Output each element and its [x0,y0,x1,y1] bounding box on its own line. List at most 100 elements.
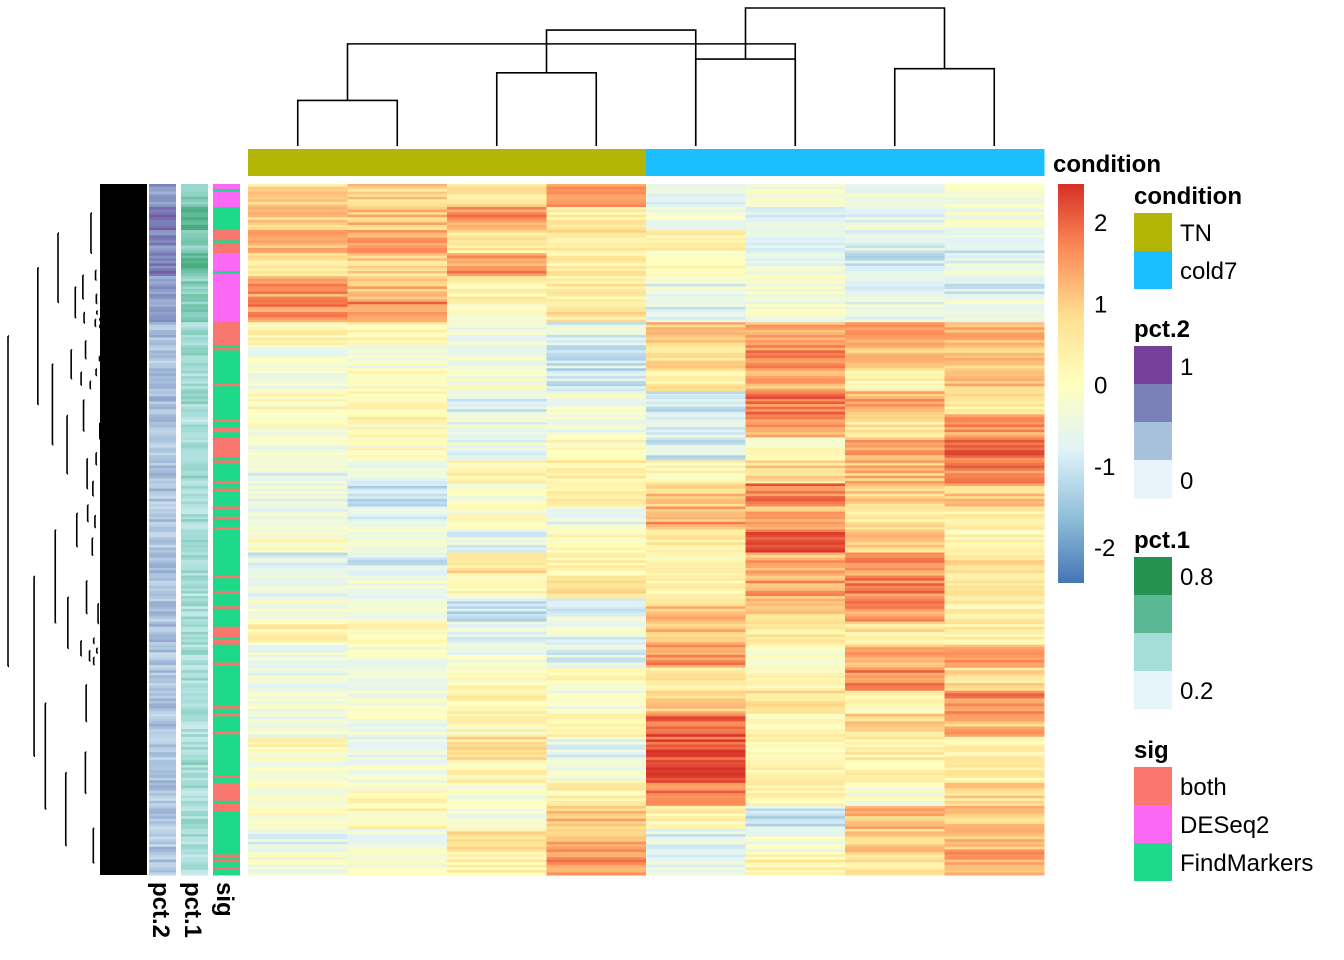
heatmap-cell [447,406,547,410]
heatmap-cell [745,793,846,797]
pct2-cell [149,253,176,257]
pct1-cell [181,836,208,840]
heatmap-cell [447,273,547,277]
heatmap-cell [646,452,746,456]
heatmap-cell [546,483,647,487]
pct1-cell [181,560,208,564]
heatmap-cell [248,491,348,495]
heatmap-cell [347,816,448,820]
heatmap-cell [347,227,448,231]
heatmap-cell [745,736,846,740]
heatmap-cell [546,250,647,254]
sig-cell [213,496,240,500]
sig-cell [213,724,240,728]
heatmap-cell [745,416,846,420]
heatmap-cell [646,475,746,479]
heatmap-cell [944,324,1045,328]
heatmap-cell [646,263,746,267]
pct2-cell [149,334,176,339]
sig-cell [213,258,240,262]
heatmap-cell [546,258,647,262]
heatmap-cell [248,260,348,264]
heatmap-cell [248,744,348,748]
heatmap-cell [745,350,846,354]
sig-cell [213,186,240,190]
heatmap-cell [845,196,945,200]
heatmap-cell [646,813,746,817]
heatmap-cell [745,711,846,715]
heatmap-cell [447,583,547,587]
pct2-cell [149,232,176,236]
heatmap-cell [646,613,746,618]
heatmap-cell [546,529,647,533]
heatmap-cell [646,237,746,241]
heatmap-cell [546,862,647,866]
heatmap-cell [646,703,746,707]
heatmap-cell [447,821,547,825]
heatmap-cell [248,365,348,369]
sig-cell [213,864,240,868]
heatmap-cell [745,360,846,364]
heatmap-cell [745,409,846,413]
heatmap-cell [944,427,1045,431]
heatmap-cell [944,872,1045,876]
heatmap-cell [646,642,746,646]
heatmap-cell [845,204,945,208]
heatmap-cell [745,665,846,669]
pct1-cell [181,634,208,638]
pct2-cell [149,854,176,858]
heatmap-cell [447,450,547,454]
heatmap-cell [845,660,945,664]
pct1-cell [181,583,208,587]
heatmap-cell [845,189,945,193]
heatmap-cell [447,739,547,743]
heatmap-cell [248,734,348,738]
pct1-cell [181,647,208,651]
sig-cell [213,800,240,804]
heatmap-cell [845,859,945,863]
heatmap-cell [646,560,746,564]
heatmap-cell [745,539,846,543]
pct1-cell [181,626,208,630]
pct1-cell [181,667,208,671]
legend-pct1-swatch [1134,557,1172,596]
heatmap-cell [646,286,746,290]
heatmap-cell [546,823,647,827]
heatmap-cell [347,534,448,538]
heatmap-cell [546,386,647,390]
heatmap-cell [347,685,448,689]
heatmap-cell [944,777,1045,781]
pct1-cell [181,862,208,866]
heatmap-cell [845,539,945,543]
heatmap-cell [546,404,647,408]
heatmap-cell [447,793,547,797]
pct2-cell [149,590,176,594]
sig-cell [213,526,240,530]
heatmap-cell [546,851,647,856]
heatmap-cell [944,744,1045,748]
sig-cell [213,214,240,218]
pct1-cell [181,749,208,753]
heatmap-cell [646,437,746,441]
heatmap-cell [248,214,348,218]
heatmap-cell [248,583,348,587]
heatmap-cell [944,488,1045,492]
heatmap-cell [447,478,547,482]
heatmap-cell [347,662,448,666]
heatmap-cell [447,749,547,753]
heatmap-cell [447,611,547,615]
heatmap-cell [248,483,348,487]
heatmap-cell [248,652,348,656]
sig-cell [213,222,240,226]
pct1-cell [181,237,208,241]
pct2-cell [149,381,176,385]
heatmap-cell [546,196,647,200]
heatmap-cell [745,301,846,305]
heatmap-cell [845,560,945,564]
heatmap-cell [646,250,746,254]
heatmap-cell [646,670,746,674]
heatmap-cell [447,629,547,633]
sig-cell [213,670,240,674]
pct1-cell [181,703,208,707]
pct1-cell [181,680,208,684]
